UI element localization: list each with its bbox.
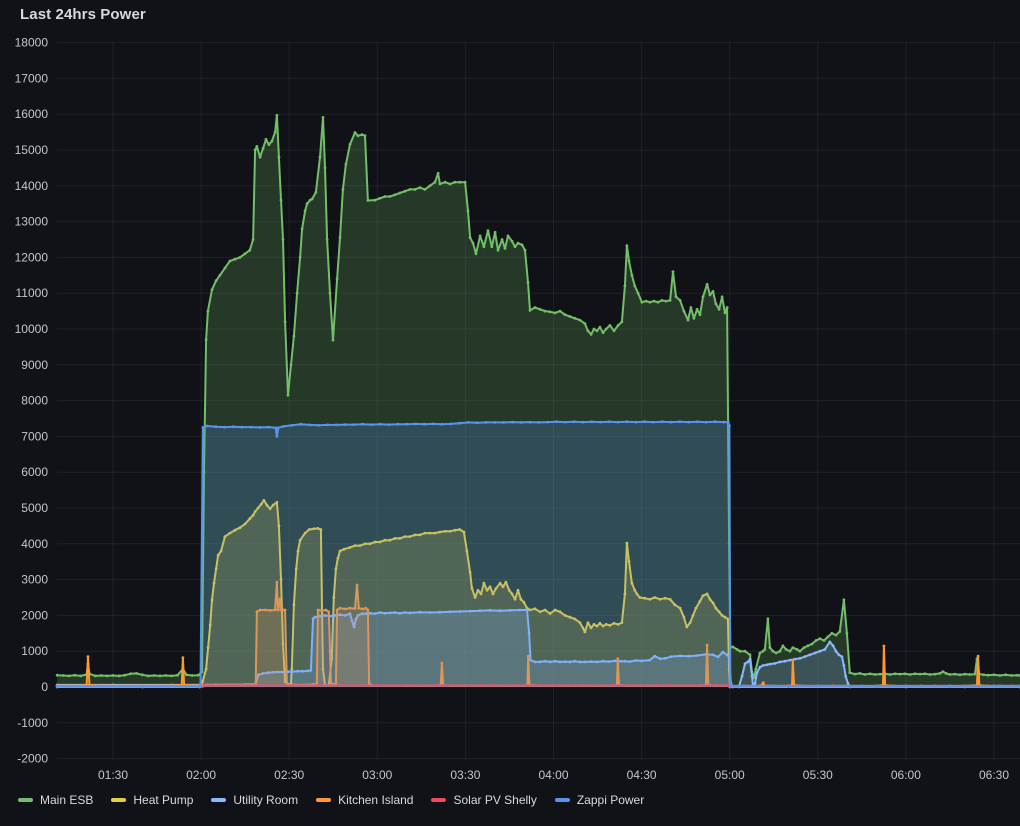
power-chart[interactable]: -2000 -1000 0 1000 2000 3000 4000 5000 6000 7000 8…	[0, 0, 1020, 788]
x-tick-label: 05:30	[803, 768, 833, 782]
x-tick-label: 05:00	[715, 768, 745, 782]
y-tick-label: 0	[41, 680, 48, 694]
x-tick-label: 02:00	[186, 768, 216, 782]
y-tick-label: 17000	[15, 71, 49, 85]
y-tick-label: 14000	[15, 179, 49, 193]
legend-item-main-esb[interactable]: Main ESB	[18, 793, 93, 807]
x-tick-label: 06:30	[979, 768, 1009, 782]
series-utility-room	[55, 608, 1020, 689]
x-tick-label: 03:30	[450, 768, 480, 782]
y-tick-label: 12000	[15, 250, 49, 264]
y-tick-label: 11000	[16, 286, 49, 300]
y-tick-label: 4000	[21, 537, 48, 551]
area-main-esb	[57, 115, 1020, 687]
y-tick-label: -2000	[17, 752, 48, 766]
y-tick-label: 3000	[21, 573, 48, 587]
points-zappi-power	[55, 420, 1020, 688]
legend-swatch-utility-room	[211, 798, 227, 802]
legend-swatch-kitchen-island	[316, 798, 332, 802]
x-tick-label: 06:00	[891, 768, 921, 782]
legend-item-heat-pump[interactable]: Heat Pump	[111, 793, 193, 807]
legend-item-solar-pv-shelly[interactable]: Solar PV Shelly	[431, 793, 537, 807]
x-tick-label: 03:00	[362, 768, 392, 782]
points-main-esb	[55, 113, 1020, 680]
legend-label-heat-pump: Heat Pump	[133, 793, 194, 807]
series-zappi-power	[55, 420, 1020, 688]
y-tick-label: 18000	[15, 36, 49, 50]
y-tick-label: 6000	[21, 465, 48, 479]
panel-title[interactable]: Last 24hrs Power	[20, 6, 146, 23]
legend-label-main-esb: Main ESB	[40, 793, 94, 807]
area-heat-pump	[57, 500, 1020, 687]
legend-label-zappi-power: Zappi Power	[576, 793, 645, 807]
x-tick-label: 01:30	[98, 768, 128, 782]
legend: Main ESB Heat Pump Utility Room Kitchen Isl…	[18, 790, 644, 810]
area-utility-room	[57, 610, 1020, 687]
y-tick-label: 7000	[21, 429, 48, 443]
legend-item-utility-room[interactable]: Utility Room	[211, 793, 298, 807]
y-tick-label: 8000	[21, 394, 48, 408]
y-tick-label: 5000	[21, 501, 48, 515]
y-tick-label: 10000	[15, 322, 49, 336]
legend-item-kitchen-island[interactable]: Kitchen Island	[316, 793, 413, 807]
y-tick-label: 9000	[21, 358, 48, 372]
y-tick-label: 15000	[15, 143, 49, 157]
legend-item-zappi-power[interactable]: Zappi Power	[554, 793, 645, 807]
area-zappi-power	[57, 421, 1020, 687]
x-tick-label: 02:30	[274, 768, 304, 782]
series-main-esb	[55, 113, 1020, 687]
legend-swatch-zappi-power	[554, 798, 570, 802]
legend-swatch-heat-pump	[111, 798, 127, 802]
y-tick-label: 16000	[15, 107, 49, 121]
y-axis-labels: -2000 -1000 0 1000 2000 3000 4000 5000 6000 7000 8…	[15, 36, 49, 766]
points-utility-room	[55, 608, 1020, 689]
y-tick-label: 1000	[21, 644, 48, 658]
y-tick-label: 2000	[21, 608, 48, 622]
y-tick-label: -1000	[17, 716, 48, 730]
y-tick-label: 13000	[15, 215, 49, 229]
x-tick-label: 04:30	[627, 768, 657, 782]
legend-swatch-solar-pv-shelly	[431, 798, 447, 802]
legend-label-utility-room: Utility Room	[233, 793, 299, 807]
legend-swatch-main-esb	[18, 798, 33, 802]
x-axis-labels: 01:30 02:00 02:30 03:00 03:30 04:00 04:30 05:00…	[98, 768, 1009, 782]
legend-label-kitchen-island: Kitchen Island	[338, 793, 414, 807]
x-tick-label: 04:00	[538, 768, 568, 782]
legend-label-solar-pv-shelly: Solar PV Shelly	[453, 793, 537, 807]
